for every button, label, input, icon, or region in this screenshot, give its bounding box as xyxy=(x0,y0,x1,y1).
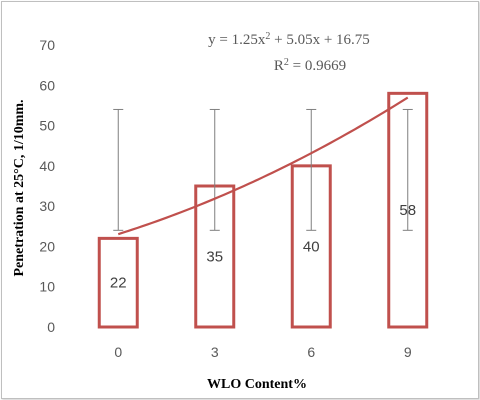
x-tick-label: 9 xyxy=(404,344,412,360)
error-bar xyxy=(113,108,124,231)
trendline-equation: y = 1.25x2 + 5.05x + 16.75 xyxy=(208,31,370,49)
error-bar xyxy=(306,108,317,231)
y-axis-ticks: 0 10 20 30 40 50 60 70 xyxy=(39,37,55,335)
bars xyxy=(97,91,429,329)
data-label: 35 xyxy=(206,249,223,266)
error-bar xyxy=(209,108,220,231)
data-label: 40 xyxy=(303,238,320,255)
error-bars xyxy=(113,108,413,231)
y-tick-label: 40 xyxy=(39,158,55,174)
y-tick-label: 20 xyxy=(39,238,55,254)
x-tick-label: 3 xyxy=(211,344,219,360)
y-tick-label: 50 xyxy=(39,118,55,134)
r-squared: R2 = 0.9669 xyxy=(274,57,346,75)
x-axis-title: WLO Content% xyxy=(207,377,307,392)
y-tick-label: 70 xyxy=(39,37,55,53)
data-labels: 22 35 40 58 xyxy=(110,202,416,292)
y-tick-label: 30 xyxy=(39,198,55,214)
x-tick-label: 0 xyxy=(114,344,122,360)
y-tick-label: 60 xyxy=(39,77,55,93)
trendline xyxy=(117,96,409,236)
data-label: 58 xyxy=(399,202,416,219)
bar xyxy=(97,236,139,329)
x-axis-ticks: 0 3 6 9 xyxy=(114,344,412,360)
y-axis-title: Penetration at 25°C, 1/10mm. xyxy=(12,99,27,276)
y-tick-label: 10 xyxy=(39,279,55,295)
x-tick-label: 6 xyxy=(307,344,315,360)
y-tick-label: 0 xyxy=(47,319,55,335)
data-label: 22 xyxy=(110,275,127,292)
error-bar xyxy=(402,108,413,231)
